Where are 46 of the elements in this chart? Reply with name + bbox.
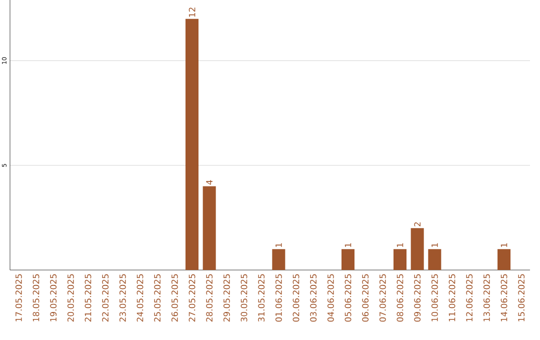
- x-tick-label: 12.06.2025: [466, 274, 473, 322]
- x-tick-label: 13.06.2025: [483, 274, 490, 322]
- x-tick-label: 23.05.2025: [119, 274, 126, 322]
- x-tick-label: 11.06.2025: [448, 274, 456, 322]
- x-tick-label: 06.06.2025: [362, 274, 369, 322]
- x-tick-label: 14.06.2025: [500, 274, 508, 322]
- x-tick-label: 09.06.2025: [414, 274, 421, 322]
- data-label: 1: [396, 243, 404, 247]
- x-tick-label: 03.06.2025: [310, 274, 317, 322]
- data-label: 1: [344, 243, 352, 247]
- bar: [428, 249, 442, 270]
- x-tick-label: 05.06.2025: [344, 274, 352, 322]
- data-label: 1: [276, 243, 282, 247]
- x-tick-label: 19.05.2025: [50, 274, 57, 322]
- x-tick-label: 25.05.2025: [154, 274, 161, 322]
- bar: [272, 249, 286, 270]
- bar: [186, 18, 198, 270]
- x-tick-label: 31.05.2025: [258, 274, 265, 322]
- x-tick-label: 08.06.2025: [396, 274, 404, 322]
- x-tick-label: 18.05.2025: [32, 274, 40, 322]
- x-tick-label: 30.05.2025: [240, 274, 248, 322]
- bar: [394, 249, 407, 270]
- x-tick-label: 28.05.2025: [206, 274, 213, 322]
- x-tick-label: 17.05.2025: [15, 274, 22, 322]
- x-tick-label: 01.06.2025: [275, 274, 282, 322]
- x-tick-label: 10.06.2025: [431, 274, 438, 322]
- bar: [410, 228, 424, 270]
- x-tick-label: 21.05.2025: [84, 274, 92, 322]
- x-tick-label: 15.06.2025: [518, 274, 525, 322]
- x-tick-label: 29.05.2025: [223, 274, 230, 322]
- x-tick-label: 20.05.2025: [67, 274, 74, 322]
- data-label: 4: [206, 180, 212, 185]
- x-tick-label: 26.05.2025: [171, 274, 178, 322]
- data-label: 1: [432, 243, 438, 247]
- bar: [342, 249, 354, 270]
- x-tick-label: 27.05.2025: [188, 274, 196, 322]
- data-label: 12: [188, 8, 196, 17]
- data-label: 1: [500, 243, 508, 247]
- x-tick-label: 22.05.2025: [102, 274, 109, 322]
- x-tick-label: 04.06.2025: [327, 274, 334, 322]
- x-tick-label: 07.06.2025: [379, 274, 386, 322]
- data-label: 2: [414, 222, 420, 226]
- bar: [202, 186, 216, 270]
- x-tick-label: 24.05.2025: [136, 274, 144, 322]
- x-tick-label: 02.06.2025: [292, 274, 300, 322]
- bar: [498, 249, 510, 270]
